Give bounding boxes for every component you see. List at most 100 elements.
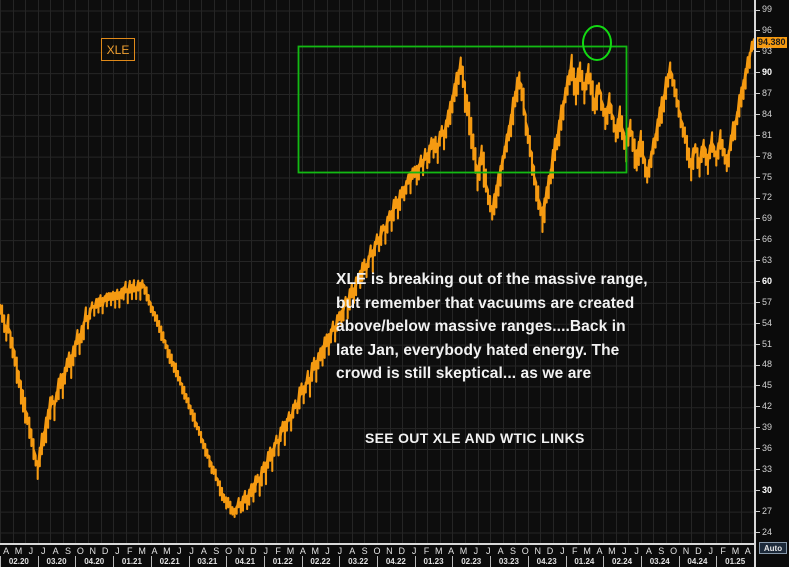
- month-tick-label: J: [337, 546, 343, 556]
- month-tick-label: J: [189, 546, 194, 556]
- tick-label: 57: [762, 296, 773, 307]
- tick-label: 75: [762, 171, 773, 182]
- month-tick-label: M: [286, 546, 295, 556]
- month-tick-label: S: [213, 546, 220, 556]
- tick-label: 33: [762, 463, 773, 474]
- tick-mark: [756, 448, 760, 450]
- month-tick-label: F: [720, 546, 726, 556]
- tick-label: 54: [762, 317, 773, 328]
- auto-scale-button[interactable]: Auto: [759, 542, 787, 554]
- month-tick-label: J: [560, 546, 565, 556]
- price-tick-48: 48: [756, 359, 772, 370]
- month-tick-label: J: [28, 546, 34, 556]
- tick-label: 81: [762, 129, 773, 140]
- period-separator: [566, 556, 567, 567]
- month-tick-label: A: [3, 546, 10, 556]
- month-tick-label: A: [299, 546, 306, 556]
- tick-label: 90: [762, 67, 773, 78]
- period-separator: [528, 556, 529, 567]
- tick-mark: [756, 30, 760, 32]
- period-tick-label: 03.22: [348, 557, 369, 566]
- price-tick-81: 81: [756, 130, 772, 141]
- tick-label: 27: [762, 505, 773, 516]
- month-tick-label: O: [76, 546, 84, 556]
- tick-label: 66: [762, 234, 773, 245]
- period-separator: [226, 556, 227, 567]
- price-axis[interactable]: 94.380 Auto 99 96 93 90 87 84 81 78 75 72 69 66 63 60…: [754, 0, 789, 567]
- month-tick-label: M: [163, 546, 171, 556]
- range-rectangle-annotation[interactable]: [297, 45, 628, 174]
- period-tick-label: 02.22: [310, 557, 331, 566]
- month-tick-label: F: [572, 546, 578, 556]
- symbol-badge[interactable]: XLE: [101, 38, 135, 61]
- annotation-drawing-layer[interactable]: [0, 0, 754, 543]
- price-tick-33: 33: [756, 464, 772, 475]
- price-tick-93: 93: [756, 46, 772, 57]
- period-tick-label: 01.23: [423, 557, 444, 566]
- period-tick-label: 01.25: [725, 557, 746, 566]
- chart-note-subtext[interactable]: SEE OUT XLE AND WTIC LINKS: [365, 430, 585, 446]
- period-separator: [377, 556, 378, 567]
- month-tick-label: J: [263, 546, 269, 556]
- month-tick-label: M: [138, 546, 146, 556]
- month-tick-label: A: [645, 546, 652, 556]
- month-tick-label: D: [546, 546, 554, 556]
- period-separator: [452, 556, 453, 567]
- period-separator: [75, 556, 76, 567]
- month-tick-label: N: [534, 546, 541, 556]
- tick-mark: [756, 260, 760, 262]
- price-tick-54: 54: [756, 318, 772, 329]
- tick-mark: [756, 113, 760, 115]
- month-tick-label: F: [275, 546, 281, 556]
- price-series-layer: [0, 38, 754, 519]
- tick-mark: [756, 510, 760, 512]
- period-tick-label: 02.20: [8, 557, 29, 566]
- month-tick-label: J: [115, 546, 120, 556]
- period-separator: [0, 556, 1, 567]
- month-tick-label: J: [325, 546, 330, 556]
- tick-label: 36: [762, 443, 773, 454]
- period-tick-label: 04.21: [235, 557, 256, 566]
- month-tick-label: J: [176, 546, 182, 556]
- tick-mark: [756, 155, 760, 157]
- month-tick-label: J: [485, 546, 491, 556]
- price-tick-57: 57: [756, 297, 772, 308]
- month-tick-label: M: [608, 546, 616, 556]
- tick-label: 45: [762, 380, 773, 391]
- month-tick-label: F: [423, 546, 430, 556]
- chart-note-line: XLE is breaking out of the massive range…: [336, 271, 648, 288]
- price-tick-36: 36: [756, 443, 772, 454]
- tick-mark: [756, 427, 760, 429]
- tick-label: 96: [762, 25, 773, 36]
- price-tick-75: 75: [756, 172, 772, 183]
- price-tick-45: 45: [756, 380, 772, 391]
- tick-mark: [756, 322, 760, 324]
- month-tick-label: N: [682, 546, 690, 556]
- price-tick-78: 78: [756, 151, 772, 162]
- month-tick-label: A: [497, 546, 504, 556]
- month-tick-label: A: [52, 546, 59, 556]
- price-tick-51: 51: [756, 339, 772, 350]
- last-price-tag: 94.380: [757, 37, 787, 49]
- month-tick-label: M: [459, 546, 468, 556]
- chart-plot-area[interactable]: XLE XLE is breaking out of the massive r…: [0, 0, 754, 543]
- chart-note-line: late Jan, everybody hated energy. The: [336, 341, 620, 359]
- month-tick-label: J: [411, 546, 417, 556]
- period-separator: [339, 556, 340, 567]
- month-tick-label: S: [658, 546, 665, 556]
- chart-note-annotation[interactable]: XLE is breaking out of the massive range…: [336, 268, 716, 386]
- breakout-circle-annotation[interactable]: [582, 25, 612, 61]
- tick-mark: [756, 239, 760, 241]
- month-tick-label: M: [14, 546, 23, 556]
- period-separator: [415, 556, 416, 567]
- month-tick-label: O: [670, 546, 678, 556]
- period-tick-label: 01.24: [574, 557, 595, 566]
- period-tick-label: 01.22: [272, 557, 293, 566]
- price-tick-96: 96: [756, 25, 772, 36]
- period-separator: [302, 556, 303, 567]
- tick-label: 69: [762, 213, 773, 224]
- price-tick-63: 63: [756, 255, 772, 266]
- tick-mark: [756, 93, 760, 95]
